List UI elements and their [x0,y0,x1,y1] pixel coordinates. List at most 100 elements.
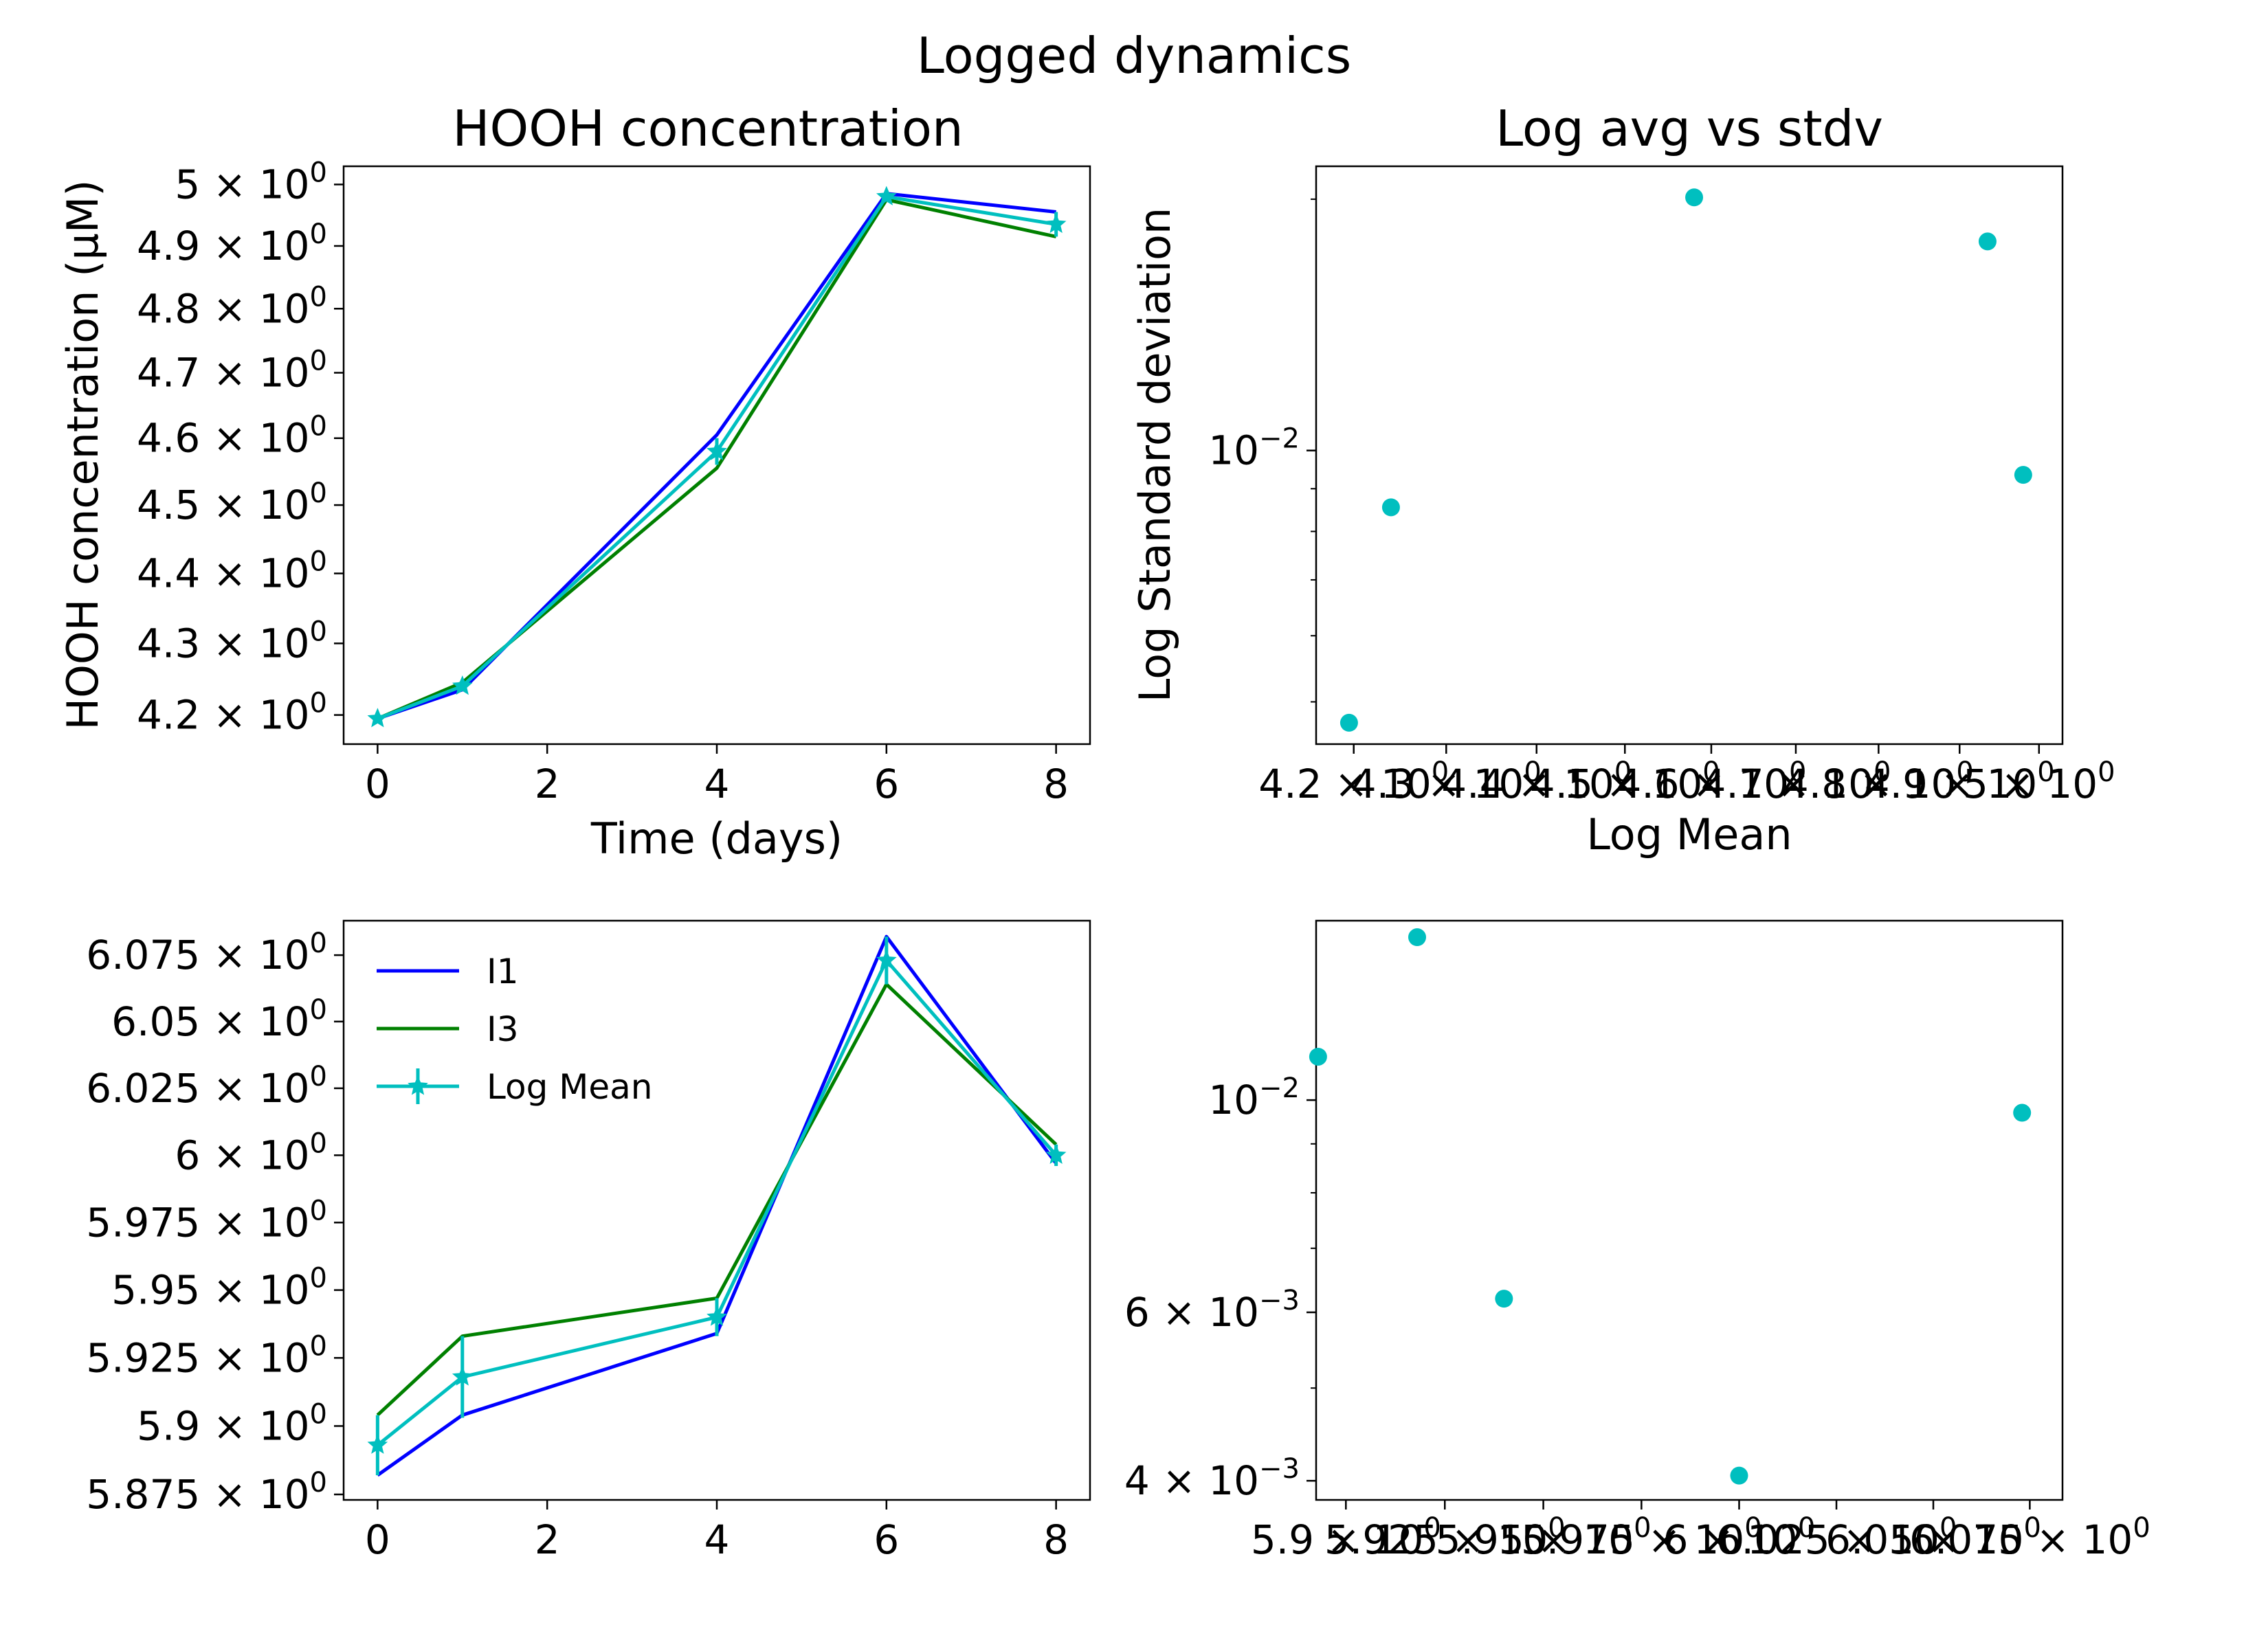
panel-3-legend: I1 I3 Log Mean [377,952,652,1107]
panel-3-series-line-i3 [376,983,1058,1417]
panel-4-ytick-label: 6 × 10−3 [1124,1285,1300,1336]
panel-3-mean-marker [1045,1144,1067,1165]
panel-4-scatter-point [1495,1290,1513,1308]
panel-3-xtick-label: 0 [365,1516,390,1563]
panel-3-ytick-label: 5.875 × 100 [86,1467,327,1518]
panel-4-scatter-point [1408,928,1427,947]
panel-1-ytick-label: 4.6 × 100 [137,411,327,462]
panel-2-scatter-point [1685,188,1704,207]
legend-label: I3 [487,1009,519,1049]
panel-3-series [367,934,1067,1477]
panel-3-mean-marker [876,950,897,969]
panel-2-xtick-label: 5 × 100 [1963,756,2115,807]
panel-3-ytick-label: 5.925 × 100 [86,1330,327,1381]
panel-4-scatter-point [1730,1466,1748,1485]
panel-1-ytick-label: 4.7 × 100 [137,346,327,396]
panel-2-ytick-label: 10−2 [1208,423,1300,474]
panel-2-xlabel: Log Mean [1586,809,1792,860]
panel-3-ytick-label: 5.95 × 100 [111,1263,327,1314]
panel-3-series-line-log-mean [376,958,1058,1447]
panel-3-series-line-i1 [376,934,1058,1477]
panel-4-xtick-label: 5.95 × 100 [1436,1512,1652,1563]
panel-4-axes-frame [1315,919,2064,1501]
panel-3-ytick-label: 6.025 × 100 [86,1061,327,1112]
panel-3-ytick-label: 5.9 × 100 [137,1398,327,1449]
panel-2-xtick-label: 4.3 × 100 [1351,756,1542,807]
panel-2-title: Log avg vs stdv [1496,100,1883,157]
panel-4-scatter-point [1309,1047,1327,1066]
panel-1-mean-marker [876,186,897,205]
figure-suptitle: Logged dynamics [917,27,1352,85]
panel-2-xtick-label: 4.7 × 100 [1700,756,1891,807]
panel-3-mean-marker [367,1434,388,1454]
panel-1-ytick-label: 4.3 × 100 [137,616,327,666]
panel-4-scatter-point [2013,1103,2032,1122]
panel-bottom-left: 0 2 4 6 8 5.875 × 100 5.9 × 100 5.925 × 100 5.95… [86,919,1091,1563]
panel-1-series [367,186,1067,728]
panel-2-xtick-label: 4.6 × 100 [1616,756,1806,807]
panel-4-xtick-label: 5.975 × 100 [1521,1512,1762,1563]
panel-4-xtick-label: 6 × 100 [1663,1512,1816,1563]
panel-1-ticks: 0 2 4 6 8 4.2 × 100 4.3 × 100 4.4 × 100 4.5 × 10… [137,157,1069,807]
panel-3-ticks: 0 2 4 6 8 5.875 × 100 5.9 × 100 5.925 × 100 5.95… [86,928,1069,1563]
panel-1-series-line-i1 [377,192,1056,721]
panel-2-scatter-point [1978,232,1997,251]
panel-4-xtick-label: 6.025 × 100 [1716,1512,1957,1563]
panel-2-xtick-label: 4.8 × 100 [1783,756,1974,807]
panel-1-ytick-label: 4.5 × 100 [137,478,327,528]
panel-4-xtick-label: 5.925 × 100 [1324,1512,1566,1563]
panel-1-title: HOOH concentration [452,100,963,157]
panel-1-xtick-label: 4 [704,761,730,807]
panel-3-mean-marker [452,1366,473,1386]
panel-3-xtick-label: 2 [535,1516,560,1563]
panel-1-xtick-label: 8 [1043,761,1069,807]
panel-2-ylabel: Log Standard deviation [1130,207,1180,702]
panel-2-xtick-label: 4.5 × 100 [1530,756,1720,807]
panel-1-ytick-label: 4.9 × 100 [137,218,327,269]
panel-3-xtick-label: 8 [1043,1516,1069,1563]
legend-label: Log Mean [487,1067,652,1107]
panel-4-xtick-label: 6.075 × 100 [1909,1512,2150,1563]
panel-1-xtick-label: 0 [365,761,390,807]
panel-3-axes-frame [342,919,1091,1501]
panel-3-ytick-label: 6.075 × 100 [86,928,327,978]
panel-3-ytick-label: 6.05 × 100 [111,994,327,1045]
panel-3-xtick-label: 4 [704,1516,730,1563]
panel-3-xtick-label: 6 [874,1516,899,1563]
panel-1-ytick-label: 4.8 × 100 [137,281,327,332]
panel-3-ytick-label: 5.975 × 100 [86,1195,327,1246]
panel-2-axes-frame [1315,165,2064,745]
panel-4-points [1309,928,2032,1485]
panel-1-xlabel: Time (days) [590,814,843,864]
panel-4-xtick-label: 5.9 × 100 [1251,1512,1441,1563]
panel-1-mean-marker [452,675,473,695]
panel-4-ytick-label: 4 × 10−3 [1124,1453,1300,1504]
panel-2-xtick-label: 4.9 × 100 [1865,756,2055,807]
panel-1-ylabel: HOOH concentration (µM) [58,180,108,730]
panel-2-scatter-point [2014,466,2032,484]
panel-1-ytick-label: 4.4 × 100 [137,546,327,597]
panel-1-mean-marker [367,708,388,728]
panel-4-ytick-label: 10−2 [1208,1073,1300,1123]
panel-1-xtick-label: 2 [535,761,560,807]
panel-1-series-line-i3 [377,198,1057,721]
legend-label: I1 [487,952,519,991]
panel-2-scatter-point [1339,713,1358,732]
panel-4-xtick-label: 6.05 × 100 [1825,1512,2041,1563]
panel-2-points [1339,188,2032,732]
panel-2-scatter-point [1381,498,1400,517]
panel-1-mean-marker [1045,213,1067,234]
panel-hooh-concentration: HOOH concentration 0 2 4 6 8 4.2 × 100 4.3 × 1… [58,100,1091,864]
panel-1-mean-marker [707,440,727,460]
panel-1-ytick-label: 4.2 × 100 [137,688,327,739]
panel-1-ytick-label: 5 × 100 [175,157,327,207]
panel-2-xtick-label: 4.2 × 100 [1258,756,1449,807]
panel-3-mean-marker [707,1306,727,1326]
panel-3-ytick-label: 6 × 100 [175,1128,327,1178]
panel-1-xtick-label: 6 [874,761,899,807]
